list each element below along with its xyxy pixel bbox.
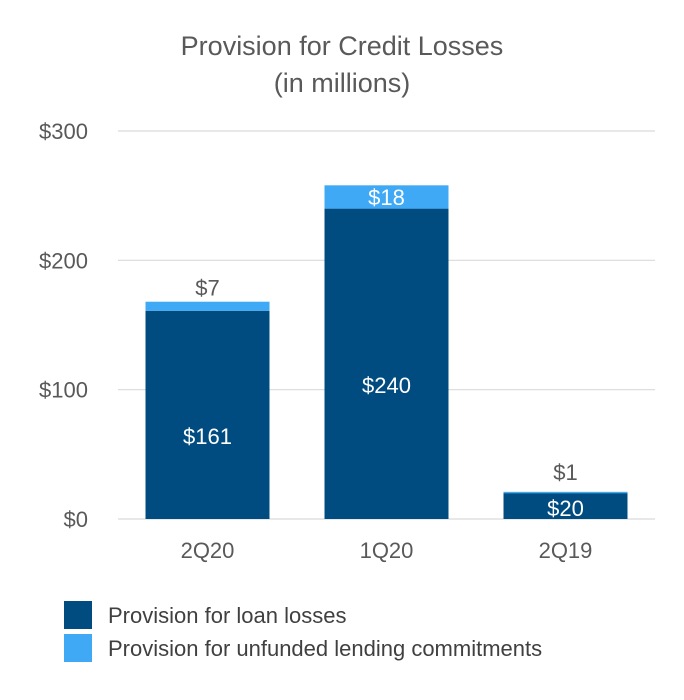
- legend-swatch: [64, 601, 92, 629]
- bar-unfunded-commitments: [324, 185, 449, 209]
- legend-label: Provision for loan losses: [108, 603, 346, 628]
- data-label-loan-losses: $20: [547, 496, 584, 521]
- bar-loan-losses: [324, 208, 449, 519]
- chart-title: Provision for Credit Losses: [181, 31, 504, 61]
- bars: $161 $7 $240 $18 $20 $1: [145, 185, 628, 521]
- data-label-loan-losses: $240: [362, 373, 411, 398]
- bar-loan-losses: [145, 310, 270, 519]
- bar-unfunded-commitments: [145, 301, 270, 311]
- legend: Provision for loan losses Provision for u…: [64, 601, 542, 662]
- x-category-label: 1Q20: [360, 538, 414, 563]
- legend-swatch: [64, 634, 92, 662]
- x-category-label: 2Q20: [181, 538, 235, 563]
- y-tick-label: $0: [64, 507, 88, 532]
- data-label-unfunded-commitments: $7: [195, 276, 219, 301]
- data-label-loan-losses: $161: [183, 424, 232, 449]
- data-label-unfunded-commitments: $18: [368, 185, 405, 210]
- y-tick-label: $200: [39, 248, 88, 273]
- x-axis-categories: 2Q20 1Q20 2Q19: [181, 538, 593, 563]
- y-axis-ticks: $0 $100 $200 $300: [39, 119, 88, 532]
- y-tick-label: $100: [39, 378, 88, 403]
- bar-loan-losses: [503, 493, 628, 519]
- x-category-label: 2Q19: [539, 538, 593, 563]
- data-label-unfunded-commitments: $1: [553, 460, 577, 485]
- y-tick-label: $300: [39, 119, 88, 144]
- legend-label: Provision for unfunded lending commitmen…: [108, 636, 542, 661]
- chart-subtitle: (in millions): [274, 68, 411, 98]
- bar-unfunded-commitments: [503, 491, 628, 494]
